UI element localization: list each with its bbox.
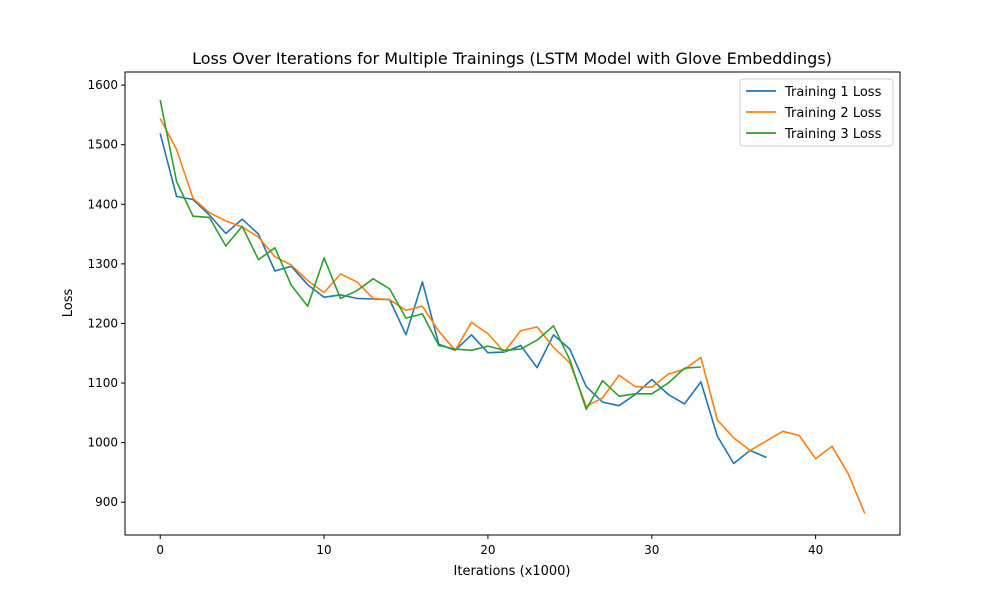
legend-box (739, 78, 894, 147)
x-axis-label: Iterations (x1000) (454, 564, 571, 579)
x-tick-label: 0 (156, 543, 164, 557)
y-tick-label: 1100 (87, 376, 118, 390)
x-tick-label: 30 (644, 543, 659, 557)
x-tick-label: 40 (808, 543, 823, 557)
y-axis-label: Loss (61, 289, 76, 318)
y-tick-label: 1200 (87, 316, 118, 330)
y-axis-ticks: 900 1000 1100 1200 1300 1400 1500 1600 (87, 78, 125, 509)
x-tick-label: 10 (316, 543, 331, 557)
series-layer (159, 99, 866, 514)
x-tick-label: 20 (480, 543, 495, 557)
y-tick-label: 1300 (87, 257, 118, 271)
series-line-training-3 (159, 99, 701, 411)
y-tick-label: 1600 (87, 78, 118, 92)
series-line-training-1 (159, 133, 767, 465)
plot-area (124, 71, 901, 536)
legend-label: Training 3 Loss (784, 127, 882, 142)
x-axis-ticks: 0 10 20 30 40 (156, 535, 823, 557)
legend: Training 1 Loss Training 2 Loss Training 3… (739, 78, 894, 147)
chart-title: Loss Over Iterations for Multiple Traini… (192, 49, 832, 68)
series-line-training-2 (159, 118, 866, 514)
legend-label: Training 1 Loss (784, 85, 882, 100)
legend-label: Training 2 Loss (784, 106, 882, 121)
y-tick-label: 1400 (87, 197, 118, 211)
y-tick-label: 900 (95, 495, 118, 509)
y-tick-label: 1500 (87, 138, 118, 152)
y-tick-label: 1000 (87, 436, 118, 450)
